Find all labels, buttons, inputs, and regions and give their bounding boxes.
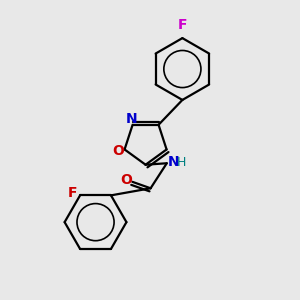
Text: N: N (167, 155, 179, 170)
Text: N: N (125, 112, 137, 126)
Text: O: O (112, 144, 124, 158)
Text: F: F (178, 18, 188, 32)
Text: F: F (68, 186, 77, 200)
Text: H: H (176, 156, 186, 169)
Text: O: O (120, 173, 132, 187)
